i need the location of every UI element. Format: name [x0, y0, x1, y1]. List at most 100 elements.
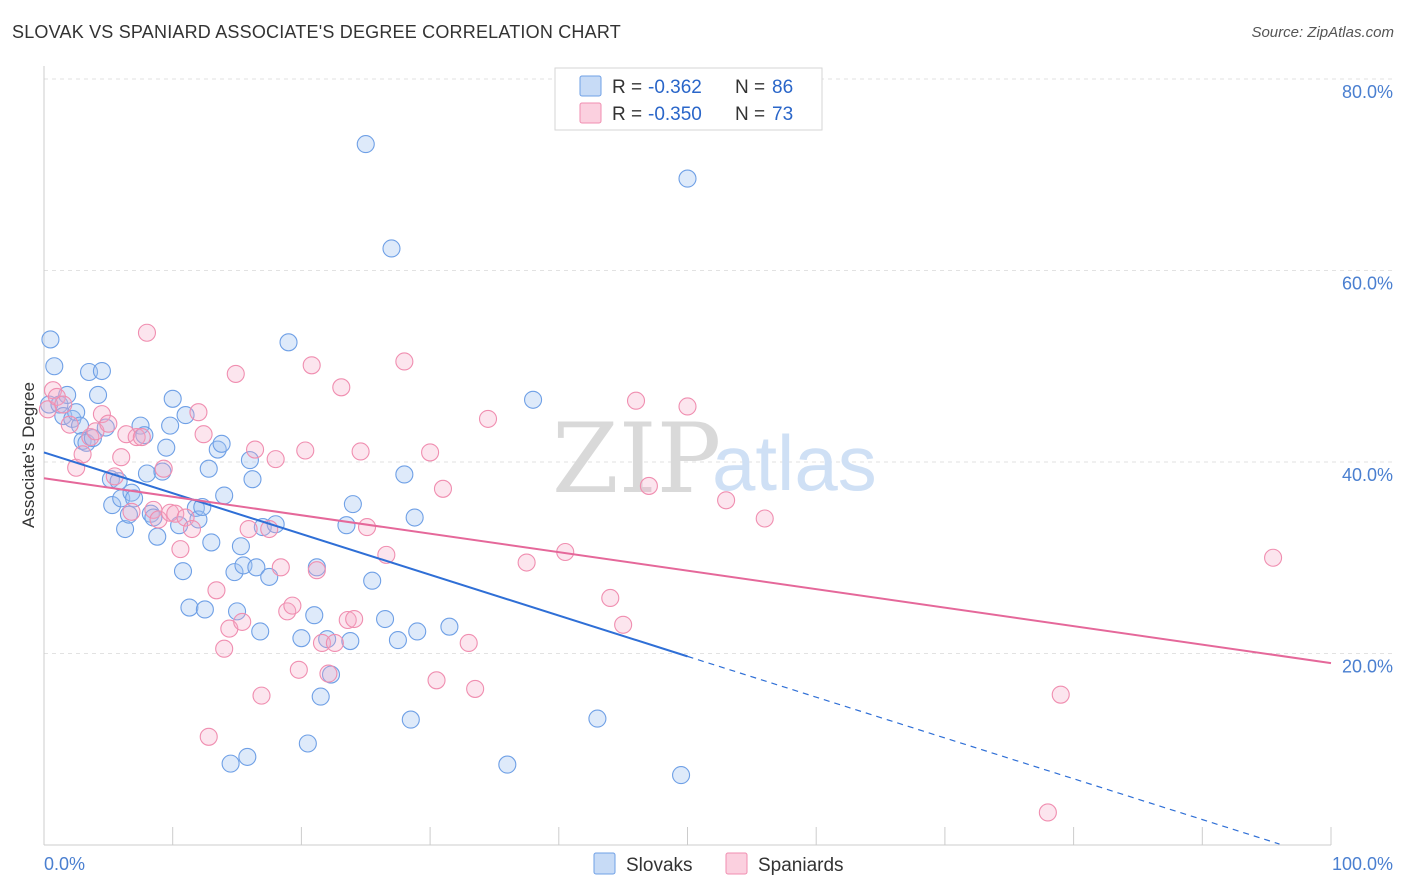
point-spaniards	[99, 414, 118, 433]
point-slovaks	[199, 459, 218, 478]
point-slovaks	[119, 505, 138, 524]
point-spaniards	[325, 633, 344, 653]
point-slovaks	[672, 766, 691, 785]
point-spaniards	[478, 409, 498, 428]
point-slovaks	[311, 687, 330, 706]
point-spaniards	[252, 686, 271, 705]
point-slovaks	[103, 496, 122, 515]
y-tick-labels: 20.0% 40.0% 60.0% 80.0%	[1342, 82, 1393, 677]
point-spaniards	[338, 610, 357, 630]
point-spaniards	[307, 561, 326, 580]
point-slovaks	[279, 333, 298, 352]
point-slovaks	[247, 558, 266, 577]
point-spaniards	[614, 615, 633, 634]
point-slovaks	[202, 533, 221, 552]
x-tick-label: 100.0%	[1332, 854, 1393, 874]
point-spaniards	[226, 364, 245, 383]
point-spaniards	[755, 509, 774, 528]
point-spaniards	[266, 450, 285, 469]
y-axis-label: Associate's Degree	[19, 382, 38, 528]
point-slovaks	[193, 497, 212, 517]
point-slovaks	[388, 631, 407, 650]
series-legend: Slovaks Spaniards	[593, 852, 844, 876]
point-slovaks	[161, 416, 180, 435]
point-spaniards	[717, 491, 736, 510]
bottom-legend-swatch-spaniards	[725, 852, 748, 875]
point-slovaks	[305, 606, 324, 625]
point-spaniards	[105, 467, 124, 486]
point-slovaks	[41, 330, 60, 349]
x-tick-labels: 0.0% 100.0%	[44, 854, 1393, 874]
trend-lines	[43, 451, 1332, 845]
point-spaniards	[117, 425, 136, 444]
point-slovaks	[376, 609, 395, 629]
point-spaniards	[60, 415, 79, 434]
legend-n-value-2: 73	[772, 104, 793, 125]
point-spaniards	[112, 448, 131, 467]
point-spaniards	[626, 391, 646, 410]
point-slovaks	[405, 508, 424, 527]
point-spaniards	[1264, 548, 1283, 567]
point-spaniards	[289, 660, 308, 679]
point-spaniards	[246, 440, 265, 459]
chart-title: SLOVAK VS SPANIARD ASSOCIATE'S DEGREE CO…	[12, 22, 621, 42]
legend-r-value-2: -0.350	[648, 104, 702, 125]
point-spaniards	[54, 395, 73, 414]
point-spaniards	[149, 510, 168, 529]
point-slovaks	[363, 571, 382, 590]
point-spaniards	[319, 664, 338, 683]
point-slovaks	[45, 357, 64, 376]
legend-n-label-2: N =	[735, 104, 765, 125]
point-slovaks	[79, 362, 99, 382]
point-spaniards	[517, 553, 536, 572]
point-slovaks	[356, 135, 375, 154]
point-slovaks	[382, 239, 401, 258]
watermark-atlas: atlas	[712, 419, 877, 507]
point-spaniards	[601, 588, 620, 608]
data-points	[38, 135, 1283, 822]
point-spaniards	[1051, 685, 1070, 704]
point-slovaks	[343, 495, 362, 514]
legend-r-label-2: R =	[612, 104, 642, 125]
point-slovaks	[225, 563, 244, 582]
point-spaniards	[678, 397, 697, 416]
legend-n-value-1: 86	[772, 77, 793, 98]
legend-box: R = -0.362 N = 86 R = -0.350 N = 73	[554, 67, 823, 131]
point-spaniards	[122, 502, 141, 521]
bottom-legend-label-slovaks: Slovaks	[626, 855, 693, 876]
watermark: ZIP atlas	[552, 403, 877, 515]
axes	[43, 66, 1332, 846]
point-slovaks	[89, 385, 108, 405]
point-spaniards	[182, 519, 202, 539]
point-slovaks	[157, 438, 176, 457]
point-slovaks	[251, 622, 270, 641]
point-slovaks	[298, 734, 317, 753]
point-slovaks	[212, 434, 231, 453]
point-spaniards	[233, 612, 252, 631]
point-slovaks	[238, 747, 257, 766]
x-tick-label: 0.0%	[44, 854, 85, 874]
point-spaniards	[351, 442, 370, 461]
point-slovaks	[395, 465, 414, 484]
point-spaniards	[302, 356, 321, 375]
y-tick-label: 40.0%	[1342, 465, 1393, 485]
point-spaniards	[466, 679, 485, 698]
point-spaniards	[332, 378, 351, 397]
point-spaniards	[137, 323, 157, 342]
trendline-spaniards	[43, 477, 1332, 665]
point-spaniards	[312, 633, 332, 653]
point-slovaks	[92, 361, 111, 381]
trendline-slovaks	[43, 451, 688, 658]
point-slovaks	[292, 629, 311, 648]
trendline-slovaks-extension	[687, 655, 1280, 845]
point-slovaks	[341, 632, 360, 651]
point-spaniards	[395, 352, 414, 371]
point-spaniards	[199, 727, 218, 746]
point-slovaks	[131, 416, 150, 435]
point-spaniards	[166, 504, 185, 523]
y-tick-label: 20.0%	[1342, 657, 1393, 677]
point-slovaks	[116, 519, 135, 539]
point-spaniards	[278, 602, 297, 621]
point-spaniards	[421, 443, 440, 462]
